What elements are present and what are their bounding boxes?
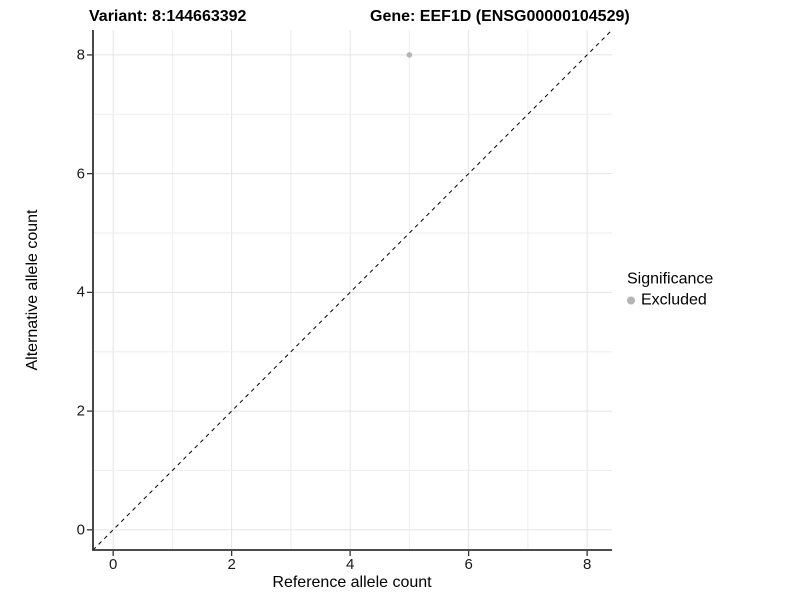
y-axis-title: Alternative allele count [24, 209, 41, 371]
excluded-point-icon [627, 296, 635, 305]
x-tick-label: 6 [464, 556, 473, 573]
legend-title: Significance [627, 270, 714, 288]
y-tick-label: 8 [76, 46, 85, 64]
x-tick-label: 0 [108, 556, 118, 573]
identity-line [92, 29, 613, 551]
legend-item-excluded: Excluded [627, 292, 713, 310]
legend: Significance Excluded [627, 271, 713, 310]
y-tick-label: 2 [76, 402, 85, 420]
legend-item-label: Excluded [641, 291, 707, 309]
x-tick-label: 2 [227, 556, 236, 573]
data-point-excluded [406, 52, 413, 58]
gene-title: Gene: EEF1D (ENSG00000104529) [370, 8, 630, 25]
y-tick-label: 6 [76, 165, 85, 183]
variant-title: Variant: 8:144663392 [89, 8, 247, 25]
x-tick-label: 8 [582, 556, 592, 573]
y-tick-label: 4 [76, 283, 85, 301]
x-tick-label: 4 [345, 556, 355, 573]
y-tick-label: 0 [76, 521, 85, 539]
x-axis-title: Reference allele count [272, 574, 432, 591]
